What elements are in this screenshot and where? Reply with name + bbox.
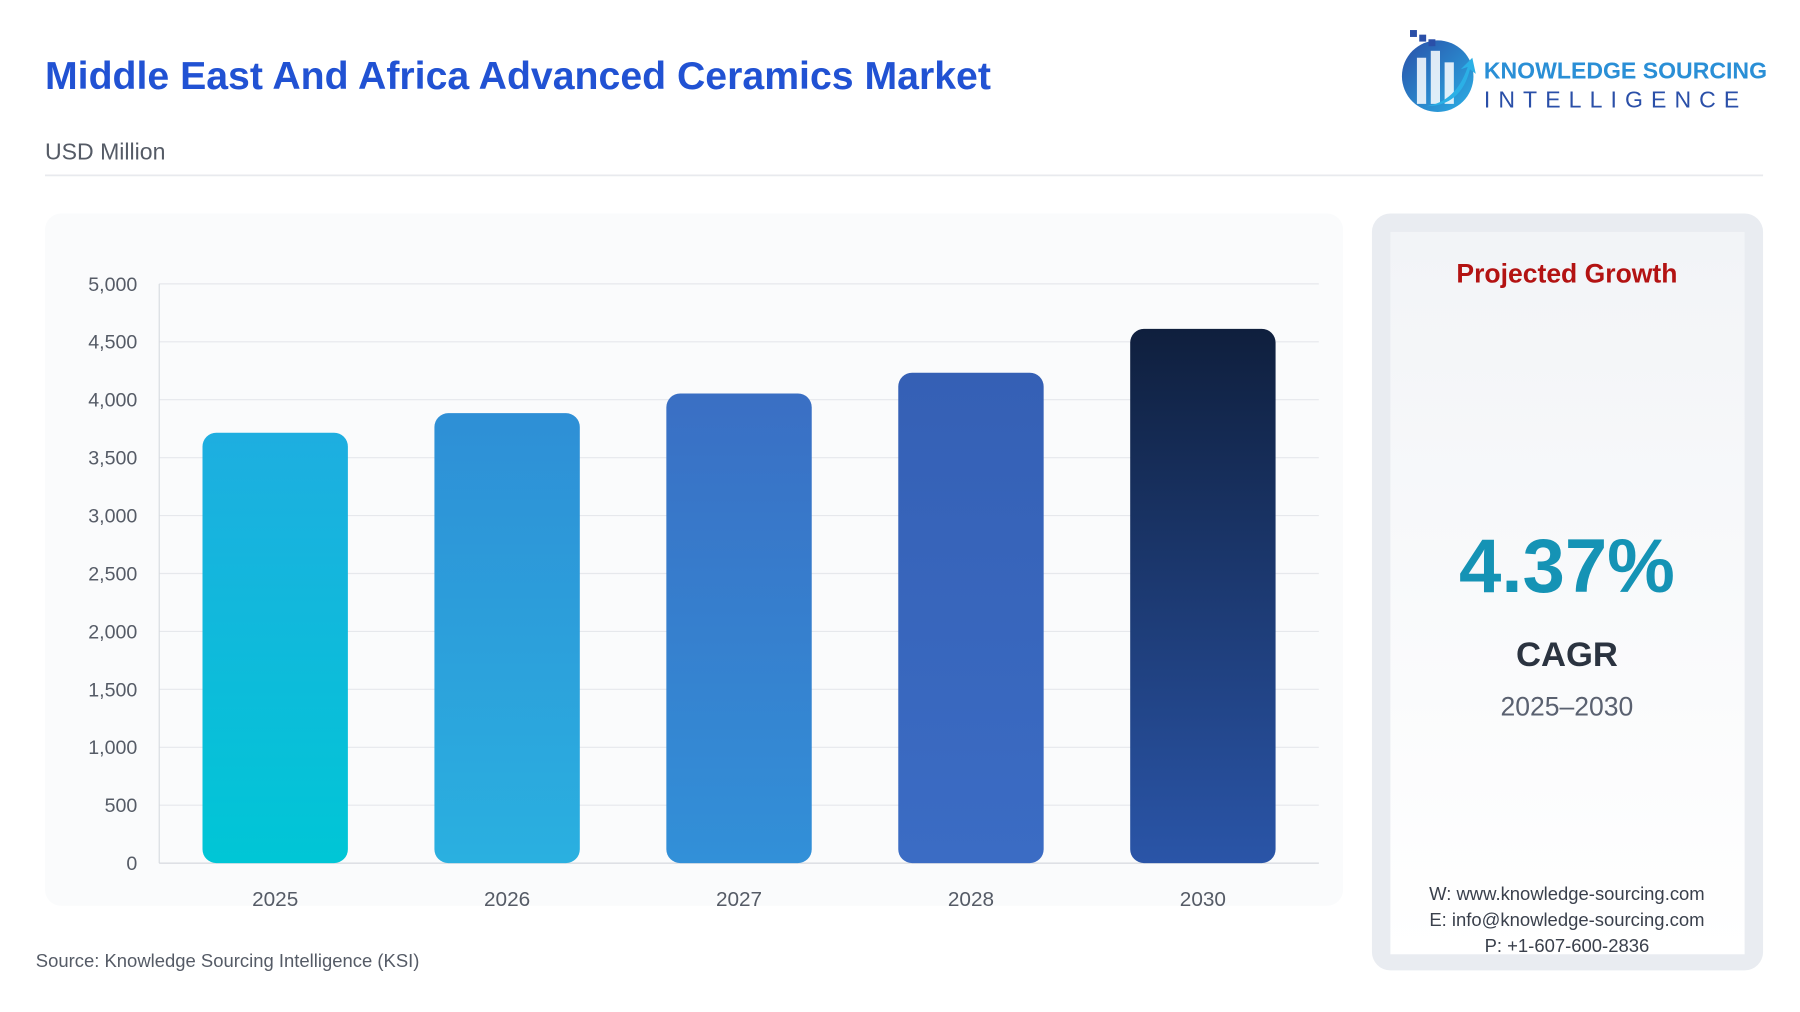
x-tick-label: 2026 [484, 888, 530, 911]
y-tick-label: 5,000 [88, 274, 137, 296]
x-tick-label: 2030 [1180, 888, 1226, 911]
y-tick-label: 500 [105, 795, 138, 817]
y-tick-label: 4,500 [88, 332, 137, 354]
contact-line: W: www.knowledge-sourcing.com [1429, 883, 1705, 904]
logo-line1: KNOWLEDGE SOURCING [1484, 58, 1767, 84]
chart: 0 500 1,000 1,500 2,000 2,500 3,000 3,500 4,000 4… [88, 274, 1319, 911]
bar [1130, 328, 1276, 864]
y-tick-label: 2,000 [88, 621, 137, 643]
cagr-panel [1390, 231, 1745, 955]
y-tick-label: 3,500 [88, 448, 137, 470]
y-tick-label: 0 [126, 853, 137, 875]
cagr-value: 4.37% [1459, 524, 1675, 609]
bar [202, 432, 348, 864]
x-tick-label: 2025 [252, 888, 298, 911]
subtitle: USD Million [45, 138, 165, 164]
bar [898, 372, 1044, 864]
logo-bar [1444, 62, 1454, 104]
x-tick-label: 2027 [716, 888, 762, 911]
y-tick-label: 3,000 [88, 506, 137, 528]
title: Middle East And Africa Advanced Ceramics… [45, 54, 991, 98]
contacts: W: www.knowledge-sourcing.com E: info@kno… [1429, 883, 1705, 956]
cagr-heading: Projected Growth [1456, 259, 1677, 289]
y-tick-label: 4,000 [88, 390, 137, 412]
cagr-label: CAGR [1516, 636, 1618, 674]
cagr-period: 2025–2030 [1501, 691, 1634, 721]
logo-bar [1430, 50, 1440, 104]
logo-pixel [1419, 34, 1427, 42]
logo: KNOWLEDGE SOURCING INTELLIGENCE [1401, 30, 1767, 112]
logo-pixel [1428, 39, 1436, 47]
y-tick-label: 2,500 [88, 563, 137, 585]
bar [434, 413, 580, 864]
logo-arrow [1426, 57, 1476, 107]
y-tick-label: 1,500 [88, 679, 137, 701]
source: Source: Knowledge Sourcing Intelligence … [36, 950, 420, 971]
contact-line: E: info@knowledge-sourcing.com [1429, 909, 1704, 930]
contact-line: P: +1-607-600-2836 [1485, 935, 1650, 956]
y-tick-label: 1,000 [88, 737, 137, 759]
x-tick-label: 2028 [948, 888, 994, 911]
logo-line2: INTELLIGENCE [1484, 86, 1748, 112]
logo-pixel [1410, 30, 1417, 37]
bar [666, 393, 812, 864]
logo-bar [1416, 57, 1427, 104]
